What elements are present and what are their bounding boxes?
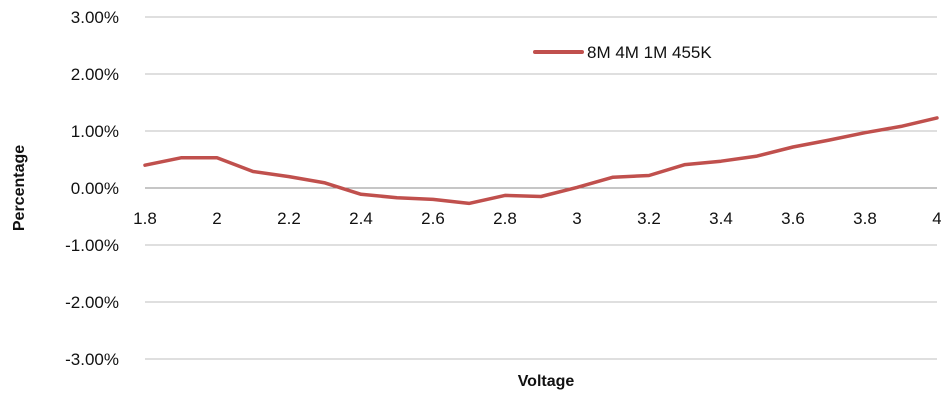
x-tick-label: 2 [212,209,221,228]
y-tick-label: 3.00% [71,8,119,27]
y-tick-labels: 3.00% 2.00% 1.00% 0.00% -1.00% -2.00% -3.00% [65,8,119,369]
x-axis-title: Voltage [518,373,575,390]
y-tick-label: 0.00% [71,179,119,198]
x-tick-label: 2.2 [277,209,301,228]
x-tick-label: 3.4 [709,209,733,228]
series-layer [143,116,939,206]
x-tick-label: 2.8 [493,209,517,228]
x-tick-label: 2.4 [349,209,373,228]
y-tick-label: 1.00% [71,122,119,141]
x-tick-label: 3 [572,209,581,228]
legend-label: 8M 4M 1M 455K [587,43,712,62]
x-tick-label: 3.6 [781,209,805,228]
y-tick-label: -3.00% [65,350,119,369]
gridlines [145,16,937,360]
y-axis-title: Percentage [11,145,28,231]
legend: 8M 4M 1M 455K [533,43,712,62]
series-line [143,116,939,206]
y-tick-label: -2.00% [65,293,119,312]
x-tick-labels: 1.8 2 2.2 2.4 2.6 2.8 3 3.2 3.4 3.6 3.8 4 [133,209,941,228]
y-tick-label: 2.00% [71,65,119,84]
x-tick-label: 1.8 [133,209,157,228]
x-tick-label: 3.8 [853,209,877,228]
x-tick-label: 4 [932,209,941,228]
y-tick-label: -1.00% [65,236,119,255]
x-tick-label: 2.6 [421,209,445,228]
x-tick-label: 3.2 [637,209,661,228]
